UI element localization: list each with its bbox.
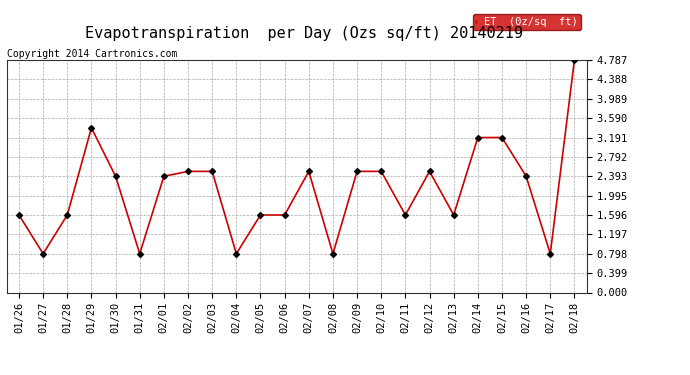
Text: Copyright 2014 Cartronics.com: Copyright 2014 Cartronics.com [7,49,177,59]
Text: Evapotranspiration  per Day (Ozs sq/ft) 20140219: Evapotranspiration per Day (Ozs sq/ft) 2… [85,26,522,41]
Legend: ET  (0z/sq  ft): ET (0z/sq ft) [473,14,581,30]
